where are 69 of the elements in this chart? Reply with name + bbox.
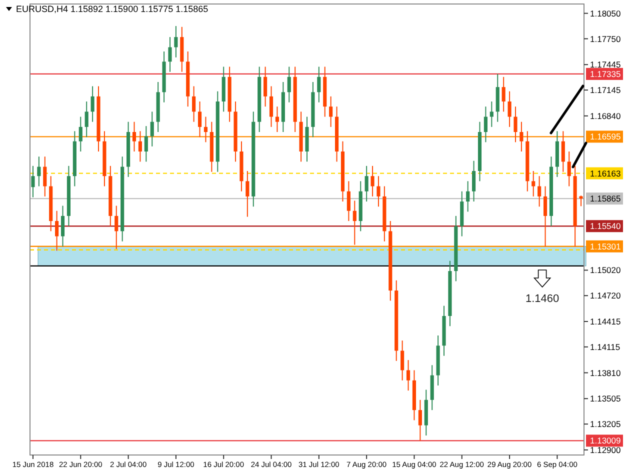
candlestick <box>78 116 82 152</box>
y-tick-label: 1.14720 <box>590 290 621 301</box>
candlestick <box>502 76 506 112</box>
candlestick <box>370 165 374 197</box>
candlestick <box>150 111 154 147</box>
candlestick <box>520 121 524 152</box>
candlestick <box>364 165 368 202</box>
y-tick-label: 1.12900 <box>590 444 621 455</box>
candlestick <box>275 106 279 133</box>
ref-line-label: 1.16595 <box>590 132 621 142</box>
ref-line-label: 1.17335 <box>590 68 621 79</box>
candlestick <box>418 399 422 442</box>
candlestick <box>174 26 178 58</box>
candlestick <box>132 121 136 152</box>
candlestick <box>406 360 410 392</box>
candlestick <box>287 66 291 103</box>
ref-line-label: 1.13009 <box>590 436 621 446</box>
chart-title: EURUSD,H4 1.15892 1.15900 1.15775 1.15865 <box>16 4 208 14</box>
candlestick <box>138 130 142 162</box>
candlestick <box>264 66 268 108</box>
y-tick-label: 1.17750 <box>590 34 621 44</box>
candlestick <box>567 151 571 187</box>
ref-line-label: 1.15865 <box>590 194 621 204</box>
candlestick <box>514 106 518 143</box>
candlestick <box>538 176 542 208</box>
candlestick <box>472 160 476 202</box>
candlestick <box>84 100 88 138</box>
y-tick-label: 1.18050 <box>590 8 621 18</box>
candlestick <box>466 180 470 212</box>
candlestick <box>352 200 356 246</box>
candlestick <box>400 340 404 381</box>
candlestick <box>60 205 65 247</box>
candlestick <box>376 176 380 208</box>
candlestick <box>198 100 202 138</box>
candlestick <box>329 96 333 128</box>
candlestick <box>269 86 274 128</box>
candlestick <box>246 170 250 218</box>
y-tick-label: 1.15020 <box>590 265 621 276</box>
y-tick-label: 1.13505 <box>590 394 621 404</box>
candlestick <box>55 210 59 252</box>
candlestick <box>543 186 548 247</box>
candlestick <box>192 86 196 122</box>
y-tick-label: 1.14415 <box>590 316 621 326</box>
candlestick <box>31 165 35 198</box>
candlestick <box>317 66 321 103</box>
candlestick <box>490 100 494 128</box>
candlestick <box>43 156 47 197</box>
annotation: 1.1460 <box>525 293 560 305</box>
candlestick <box>579 195 583 207</box>
candlestick <box>37 156 41 187</box>
candlestick <box>204 116 208 143</box>
ref-line-label: 1.15301 <box>590 241 621 252</box>
y-tick-label: 1.14115 <box>590 342 620 352</box>
ref-line-label: 1.15540 <box>590 221 621 232</box>
ref-line-label: 1.16163 <box>590 168 621 178</box>
candlestick <box>532 170 536 197</box>
candlestick <box>561 130 565 172</box>
candlestick <box>114 205 118 250</box>
y-tick-label: 1.16840 <box>590 110 621 121</box>
candlestick <box>168 36 172 72</box>
y-tick-label: 1.13205 <box>590 419 621 430</box>
candlestick <box>484 106 488 143</box>
candlestick <box>144 126 148 162</box>
y-tick-label: 1.17145 <box>590 85 621 96</box>
candlestick <box>508 90 512 128</box>
y-tick-label: 1.17445 <box>590 60 621 70</box>
candlestick <box>90 86 94 122</box>
y-tick-label: 1.13810 <box>590 368 621 378</box>
candlestick <box>346 180 350 222</box>
